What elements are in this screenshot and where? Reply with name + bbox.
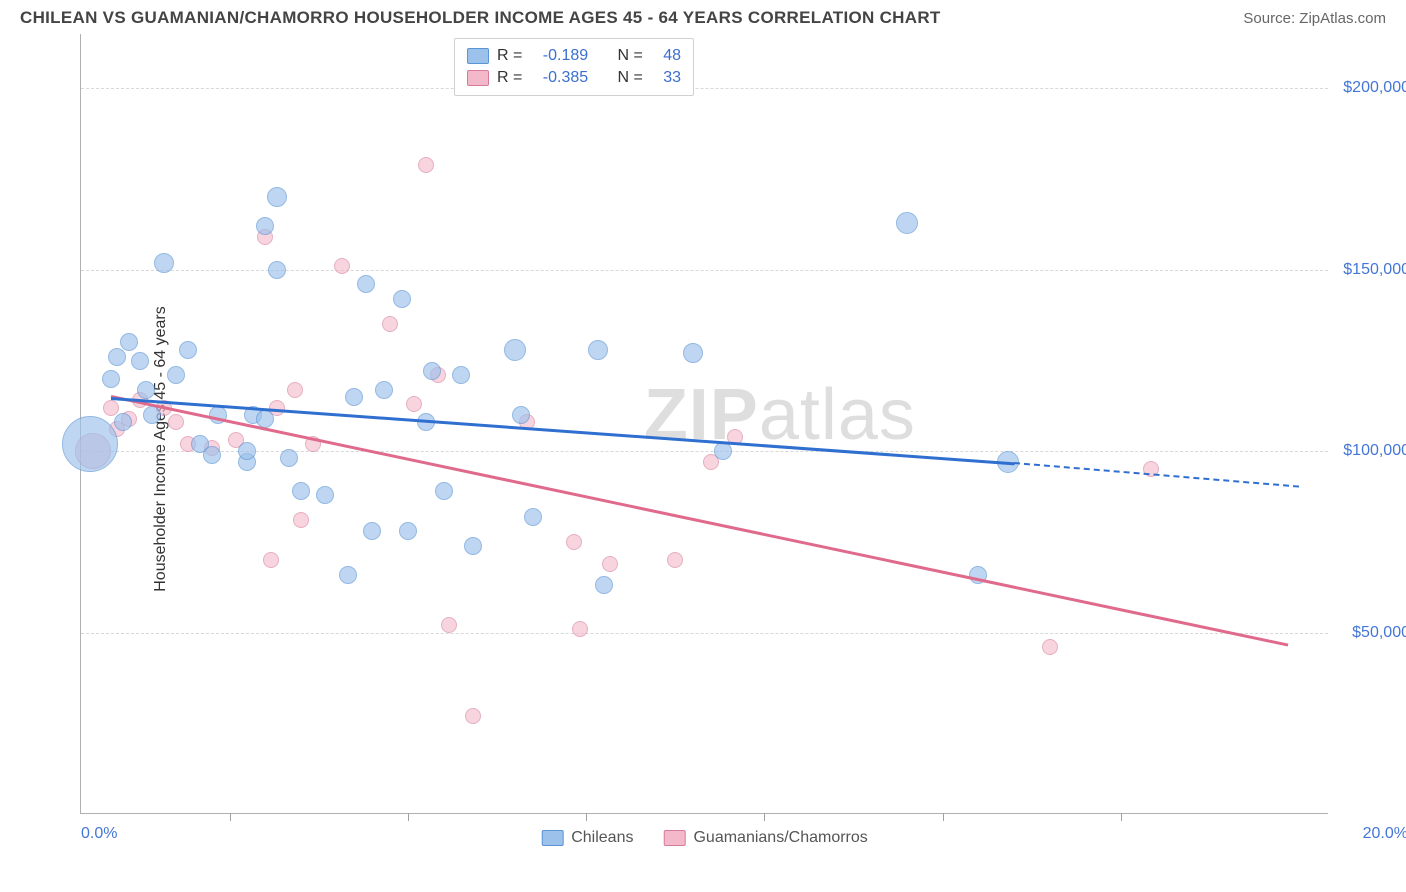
legend-r-label: R = [497, 47, 522, 65]
blue-point [375, 381, 393, 399]
legend-swatch [467, 70, 489, 86]
y-tick-label: $150,000 [1343, 261, 1406, 279]
blue-point [137, 381, 155, 399]
blue-point [102, 370, 120, 388]
pink-point [1042, 639, 1058, 655]
blue-point [595, 576, 613, 594]
x-tick [408, 813, 409, 821]
blue-point [363, 522, 381, 540]
legend-n-label: N = [617, 69, 642, 87]
pink-point [418, 157, 434, 173]
pink-point [566, 534, 582, 550]
chart-wrap: Householder Income Ages 45 - 64 years $5… [20, 34, 1386, 864]
legend-r-value: -0.189 [543, 47, 588, 65]
legend-bottom-label: Chileans [571, 829, 633, 847]
blue-point [452, 366, 470, 384]
blue-point [280, 449, 298, 467]
pink-point [441, 617, 457, 633]
blue-point [120, 333, 138, 351]
legend-r-value: -0.385 [543, 69, 588, 87]
blue-point [203, 446, 221, 464]
source-label: Source: [1243, 10, 1299, 27]
blue-point [464, 537, 482, 555]
source-link[interactable]: ZipAtlas.com [1299, 10, 1386, 27]
blue-point [108, 348, 126, 366]
trend-pink [110, 395, 1287, 646]
legend-swatch [467, 48, 489, 64]
blue-point [268, 261, 286, 279]
blue-point [524, 508, 542, 526]
blue-point [179, 341, 197, 359]
title-bar: CHILEAN VS GUAMANIAN/CHAMORRO HOUSEHOLDE… [0, 0, 1406, 34]
legend-n-value: 33 [663, 69, 681, 87]
pink-point [263, 552, 279, 568]
blue-point [238, 442, 256, 460]
legend-top-row: R = -0.385 N = 33 [467, 67, 681, 89]
blue-point [512, 406, 530, 424]
blue-point [393, 290, 411, 308]
blue-point [316, 486, 334, 504]
legend-n-value: 48 [663, 47, 681, 65]
y-tick-label: $50,000 [1352, 624, 1406, 642]
x-tick [943, 813, 944, 821]
blue-point [345, 388, 363, 406]
legend-bottom: Chileans Guamanians/Chamorros [541, 829, 868, 847]
pink-point [602, 556, 618, 572]
blue-point [167, 366, 185, 384]
blue-point [399, 522, 417, 540]
x-tick [764, 813, 765, 821]
x-tick [1121, 813, 1122, 821]
legend-bottom-item: Guamanians/Chamorros [663, 829, 867, 847]
legend-n-label: N = [617, 47, 642, 65]
blue-point [683, 343, 703, 363]
source: Source: ZipAtlas.com [1243, 10, 1386, 27]
legend-bottom-label: Guamanians/Chamorros [693, 829, 867, 847]
pink-point [293, 512, 309, 528]
gridline-h [81, 88, 1328, 89]
legend-bottom-item: Chileans [541, 829, 633, 847]
legend-top: R = -0.189 N = 48R = -0.385 N = 33 [454, 38, 694, 96]
blue-point [131, 352, 149, 370]
blue-point [143, 406, 161, 424]
pink-point [667, 552, 683, 568]
pink-point [572, 621, 588, 637]
y-tick-label: $200,000 [1343, 79, 1406, 97]
blue-point [292, 482, 310, 500]
chart-title: CHILEAN VS GUAMANIAN/CHAMORRO HOUSEHOLDE… [20, 8, 941, 28]
legend-swatch [541, 830, 563, 846]
pink-point [465, 708, 481, 724]
pink-point [406, 396, 422, 412]
legend-r-label: R = [497, 69, 522, 87]
legend-swatch [663, 830, 685, 846]
gridline-h [81, 633, 1328, 634]
blue-point [256, 217, 274, 235]
pink-point [103, 400, 119, 416]
legend-top-row: R = -0.189 N = 48 [467, 45, 681, 67]
blue-point [154, 253, 174, 273]
pink-point [287, 382, 303, 398]
watermark: ZIPatlas [644, 374, 916, 456]
blue-point [588, 340, 608, 360]
blue-point [62, 416, 118, 472]
blue-point [435, 482, 453, 500]
blue-point [423, 362, 441, 380]
blue-point [357, 275, 375, 293]
blue-point [339, 566, 357, 584]
blue-point [256, 410, 274, 428]
blue-point [267, 187, 287, 207]
pink-point [168, 414, 184, 430]
y-tick-label: $100,000 [1343, 442, 1406, 460]
blue-point [504, 339, 526, 361]
blue-point [896, 212, 918, 234]
blue-point [114, 413, 132, 431]
x-axis-min-label: 0.0% [81, 825, 117, 843]
pink-point [334, 258, 350, 274]
pink-point [382, 316, 398, 332]
gridline-h [81, 451, 1328, 452]
x-axis-max-label: 20.0% [1363, 825, 1406, 843]
x-tick [586, 813, 587, 821]
blue-point [714, 442, 732, 460]
plot-area: $50,000$100,000$150,000$200,0000.0%20.0%… [80, 34, 1328, 814]
x-tick [230, 813, 231, 821]
